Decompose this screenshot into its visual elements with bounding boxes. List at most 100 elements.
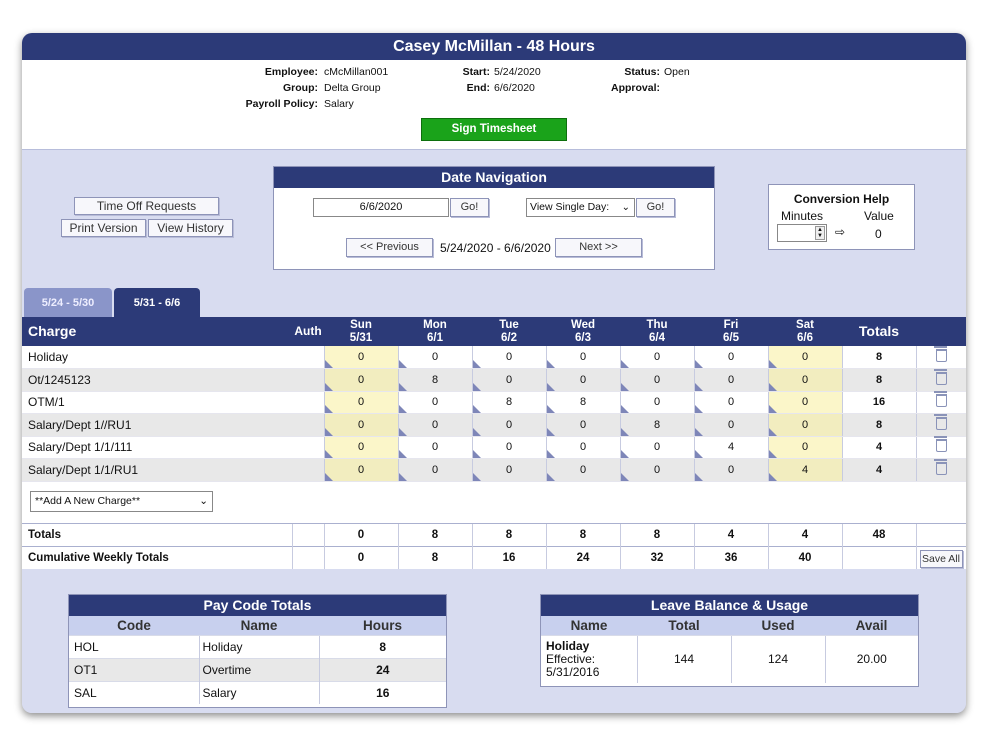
end-value: 6/6/2020	[494, 82, 535, 94]
corner-marker-icon	[546, 360, 555, 368]
hours-cell[interactable]: 0	[323, 391, 398, 414]
trash-icon[interactable]	[933, 458, 947, 475]
trash-icon[interactable]	[933, 413, 947, 430]
hours-value: 4	[727, 441, 735, 454]
hours-cell[interactable]: 0	[767, 413, 842, 437]
hours-cell[interactable]: 8	[619, 413, 694, 437]
trash-icon[interactable]	[933, 368, 947, 385]
approval-label: Approval:	[610, 82, 660, 94]
hours-cell[interactable]: 0	[397, 436, 472, 459]
hours-cell[interactable]: 0	[471, 346, 546, 369]
hours-cell[interactable]: 0	[471, 436, 546, 459]
hours-cell[interactable]: 0	[545, 413, 620, 437]
view-history-button[interactable]: View History	[148, 219, 233, 237]
hours-cell[interactable]: 0	[767, 368, 842, 392]
row-total: 16	[841, 391, 916, 414]
tab-week-2[interactable]: 5/31 - 6/6	[114, 288, 200, 318]
hours-cell[interactable]: 0	[619, 458, 694, 482]
hours-cell[interactable]: 0	[767, 436, 842, 459]
hours-cell[interactable]: 0	[323, 436, 398, 459]
leave-balance-table: Name Total Used Avail Holiday Effective: 5…	[541, 616, 918, 683]
hours-cell[interactable]: 0	[397, 458, 472, 482]
day-total: 8	[545, 522, 620, 546]
hours-cell[interactable]: 0	[767, 346, 842, 369]
corner-marker-icon	[324, 427, 333, 436]
print-version-button[interactable]: Print Version	[61, 219, 146, 237]
pay-code: HOL	[69, 634, 199, 658]
hours-cell[interactable]: 0	[619, 436, 694, 459]
date-go-button[interactable]: Go!	[450, 198, 489, 217]
hours-cell[interactable]: 0	[323, 346, 398, 369]
tab-week-1[interactable]: 5/24 - 5/30	[24, 288, 112, 318]
corner-marker-icon	[768, 382, 777, 391]
auth-cell	[292, 413, 324, 437]
trash-icon[interactable]	[933, 346, 947, 362]
add-charge-select[interactable]: **Add A New Charge** ⌄	[30, 490, 213, 512]
hours-cell[interactable]: 0	[323, 458, 398, 482]
hours-cell[interactable]: 0	[693, 413, 768, 437]
hours-cell[interactable]: 4	[767, 458, 842, 482]
conversion-help-panel: Conversion Help Minutes Value ▲ ▼ ⇨ 0	[768, 184, 915, 250]
hours-cell[interactable]: 0	[471, 413, 546, 437]
date-input[interactable]: 6/6/2020	[313, 198, 449, 217]
next-button[interactable]: Next >>	[555, 238, 642, 257]
corner-marker-icon	[768, 472, 777, 481]
cumulative-total: 32	[619, 545, 694, 569]
stepper-arrows-icon[interactable]: ▲ ▼	[815, 226, 825, 240]
corner-marker-icon	[546, 450, 555, 458]
hours-cell[interactable]: 0	[619, 346, 694, 369]
grand-total: 48	[841, 522, 916, 546]
hours-cell[interactable]: 0	[619, 391, 694, 414]
totals-label: Totals	[22, 522, 292, 546]
hours-value: 0	[727, 463, 735, 476]
timesheet-window: Casey McMillan - 48 Hours Employee: cMcM…	[22, 33, 966, 713]
leave-balance-title: Leave Balance & Usage	[541, 595, 918, 616]
hours-cell[interactable]: 0	[545, 458, 620, 482]
hours-cell[interactable]: 0	[545, 346, 620, 369]
day-total: 8	[397, 522, 472, 546]
hours-cell[interactable]: 0	[397, 391, 472, 414]
hours-cell[interactable]: 0	[545, 436, 620, 459]
hours-cell[interactable]: 0	[693, 368, 768, 392]
hours-value: 0	[653, 351, 661, 363]
trash-icon[interactable]	[933, 436, 947, 453]
sign-timesheet-button[interactable]: Sign Timesheet	[421, 118, 567, 141]
hours-cell[interactable]: 0	[767, 391, 842, 414]
hours-cell[interactable]: 8	[545, 391, 620, 414]
hours-cell[interactable]: 0	[545, 368, 620, 392]
charge-name: Ot/1245123	[22, 368, 292, 392]
row-total: 8	[841, 368, 916, 392]
hours-cell[interactable]: 0	[397, 413, 472, 437]
view-mode-select[interactable]: View Single Day: ⌄	[526, 198, 635, 217]
corner-marker-icon	[472, 427, 481, 436]
hours-value: 0	[579, 351, 587, 363]
hours-cell[interactable]: 0	[397, 346, 472, 369]
charge-name: Salary/Dept 1//RU1	[22, 413, 292, 437]
corner-marker-icon	[546, 405, 555, 413]
time-off-requests-button[interactable]: Time Off Requests	[74, 197, 219, 215]
hours-cell[interactable]: 0	[693, 458, 768, 482]
minutes-stepper[interactable]: ▲ ▼	[777, 224, 827, 242]
hours-value: 0	[505, 463, 513, 476]
view-go-button[interactable]: Go!	[636, 198, 675, 217]
hours-cell[interactable]: 0	[693, 346, 768, 369]
hours-value: 0	[431, 463, 439, 476]
hours-cell[interactable]: 0	[323, 413, 398, 437]
hours-cell[interactable]: 8	[471, 391, 546, 414]
hours-cell[interactable]: 4	[693, 436, 768, 459]
trash-icon[interactable]	[933, 391, 947, 408]
delete-cell	[915, 368, 966, 392]
hours-cell[interactable]: 8	[397, 368, 472, 392]
hours-cell[interactable]: 0	[619, 368, 694, 392]
hours-cell[interactable]: 0	[323, 368, 398, 392]
totals-header: Totals	[842, 317, 916, 346]
table-row: Salary/Dept 1/1/111 0 0 0 0 0 4 0 4	[22, 436, 966, 459]
hours-cell[interactable]: 0	[471, 368, 546, 392]
hours-cell[interactable]: 0	[471, 458, 546, 482]
corner-marker-icon	[694, 405, 703, 413]
charge-name: OTM/1	[22, 391, 292, 414]
save-all-button[interactable]: Save All	[919, 549, 963, 568]
corner-marker-icon	[324, 450, 333, 458]
hours-cell[interactable]: 0	[693, 391, 768, 414]
previous-button[interactable]: << Previous	[346, 238, 433, 257]
